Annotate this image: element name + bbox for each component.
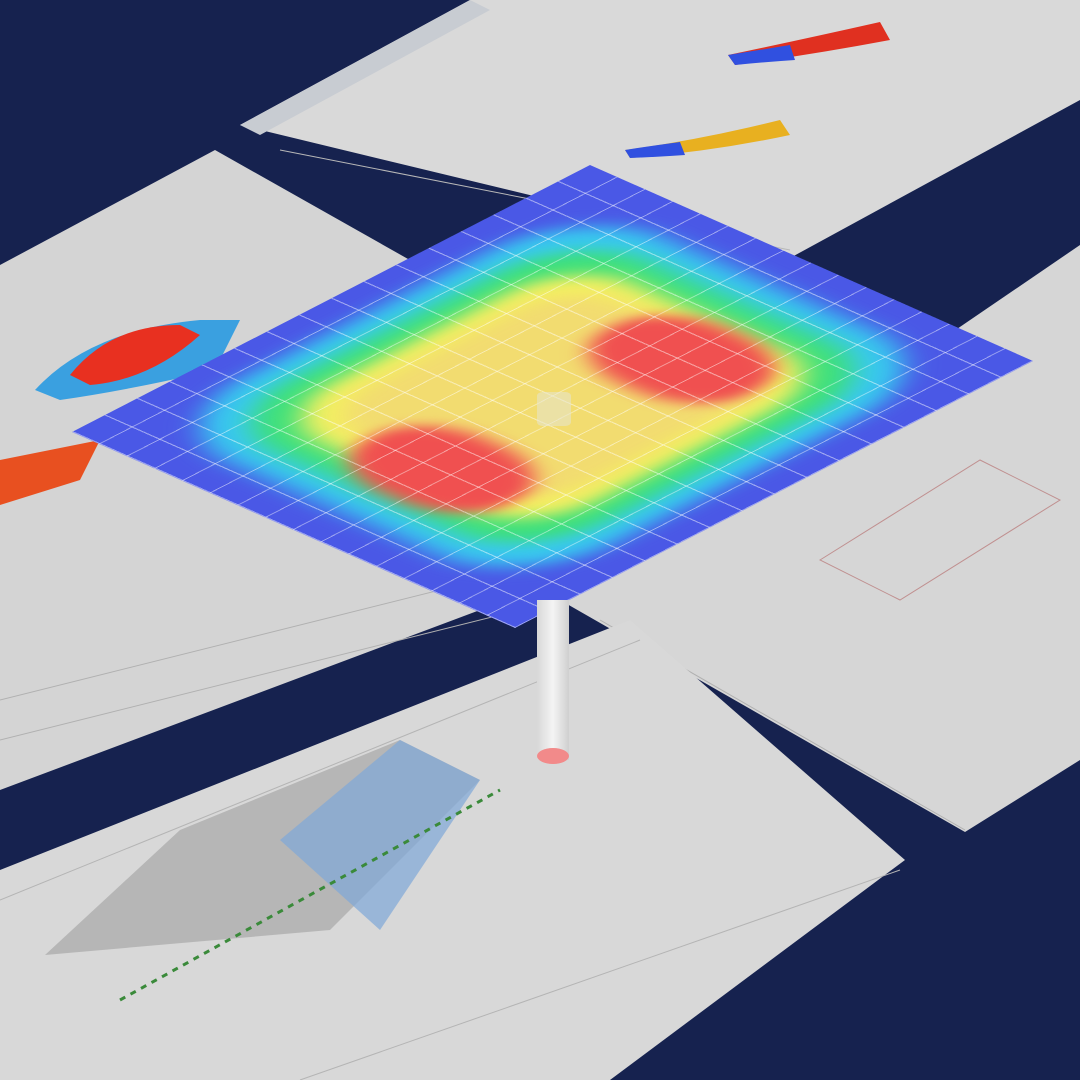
- column-head-icon: [537, 392, 571, 426]
- column-icon: [537, 600, 569, 760]
- panel-top: [240, 0, 1080, 258]
- column-base: [537, 748, 569, 764]
- panel-bottom: [0, 620, 905, 1080]
